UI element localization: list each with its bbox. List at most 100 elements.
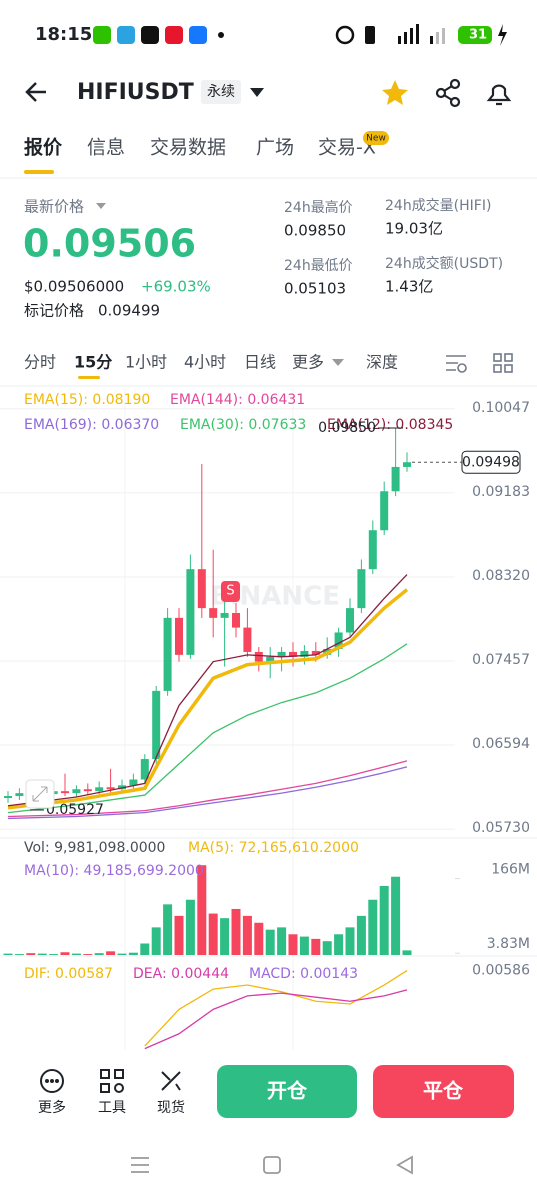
volume-bar xyxy=(254,922,264,955)
tool-label: 工具 xyxy=(98,1100,126,1116)
y-tick-label: 0.10047 xyxy=(472,400,530,416)
ema-legend: EMA(169): 0.06370 xyxy=(24,417,159,433)
macd-line xyxy=(144,969,408,1047)
candle-body xyxy=(15,793,24,797)
symbol[interactable]: HIFIUSDT xyxy=(77,80,194,105)
last-price-box xyxy=(461,450,521,474)
volume-tick-label: 3.83M xyxy=(487,936,530,952)
candle-body xyxy=(209,608,218,618)
label-dropdown[interactable] xyxy=(96,203,106,209)
expand-icon xyxy=(32,786,48,802)
y-tick-label: 0.08320 xyxy=(472,568,530,584)
volume-bar xyxy=(220,918,230,955)
y-tick-label: 0.07457 xyxy=(472,652,530,668)
volume-bar xyxy=(106,951,116,955)
battery-level: 31 xyxy=(469,28,487,43)
candle-body xyxy=(186,569,195,655)
volume-bar xyxy=(231,908,241,955)
volume-bar xyxy=(14,954,24,955)
volume-bar xyxy=(288,934,298,955)
more-dropdown[interactable] xyxy=(332,359,344,366)
interval[interactable]: 日线 xyxy=(244,353,276,372)
stat-label: 24h成交量(HIFI) xyxy=(385,197,491,214)
candle-body xyxy=(266,656,275,662)
high-note: 0.09850 xyxy=(318,420,376,436)
tab[interactable]: 交易-X xyxy=(318,137,376,159)
candle-body xyxy=(346,608,354,633)
candle-body xyxy=(61,791,69,794)
y-tick-label: 0.05730 xyxy=(472,820,530,836)
back-button[interactable] xyxy=(25,82,46,102)
interval[interactable]: 深度 xyxy=(366,353,398,372)
candle-body xyxy=(129,779,138,786)
nav-bar xyxy=(131,1155,413,1175)
volume-bar xyxy=(277,927,287,955)
stat-value: 19.03亿 xyxy=(385,220,443,238)
candle-body xyxy=(4,796,12,798)
status-time: 18:15 xyxy=(35,24,92,45)
candle-body xyxy=(140,759,149,780)
close-label[interactable]: 平仓 xyxy=(423,1079,464,1103)
candle-body xyxy=(232,612,240,628)
tab[interactable]: 信息 xyxy=(87,137,125,159)
ema-legend: EMA(144): 0.06431 xyxy=(170,392,305,408)
volume-bar xyxy=(402,950,412,955)
mark-label: 标记价格 xyxy=(24,302,84,320)
layout-toggle[interactable] xyxy=(493,353,513,373)
macd-legend: MACD: 0.00143 xyxy=(249,966,358,982)
interval[interactable]: 1小时 xyxy=(125,353,167,372)
ema-line xyxy=(7,760,408,818)
volume-bar xyxy=(208,913,218,955)
volume-bar xyxy=(197,865,207,955)
stat-label: 24h最高价 xyxy=(284,199,353,216)
alert[interactable] xyxy=(486,84,512,106)
candle-body xyxy=(175,617,183,655)
tab[interactable]: 报价 xyxy=(24,136,63,159)
candle-body xyxy=(106,787,115,790)
open-button[interactable] xyxy=(217,1065,357,1118)
tab[interactable]: 广场 xyxy=(256,137,294,159)
volume-bar xyxy=(117,953,127,955)
candle-body xyxy=(220,612,229,618)
candle-body xyxy=(95,787,104,792)
candle-body xyxy=(254,651,263,662)
interval[interactable]: 分时 xyxy=(24,353,56,372)
candle-body xyxy=(289,651,297,657)
chart-settings[interactable] xyxy=(446,355,467,373)
close-button[interactable] xyxy=(373,1065,514,1118)
badge-bg xyxy=(201,80,241,104)
volume-bar xyxy=(391,876,401,955)
open-label[interactable]: 开仓 xyxy=(267,1079,308,1103)
stat-label: 24h成交额(USDT) xyxy=(385,255,503,272)
y-tick-label: 0.06594 xyxy=(472,736,530,752)
interval-indicator xyxy=(78,376,100,379)
volume-bar xyxy=(379,885,389,955)
tab[interactable]: 交易数据 xyxy=(150,137,226,159)
volume-bar xyxy=(163,904,173,955)
stat-value: 0.05103 xyxy=(284,280,346,298)
interval[interactable]: 4小时 xyxy=(184,353,226,372)
ema-legend: EMA(30): 0.07633 xyxy=(180,417,306,433)
volume-tick-label: 166M xyxy=(491,862,530,878)
ema-legend: EMA(12): 0.08345 xyxy=(327,417,453,433)
ema-line xyxy=(7,766,408,820)
candle-body xyxy=(334,632,343,650)
volume-bar xyxy=(368,899,378,955)
candle-body xyxy=(368,530,377,570)
volume-bar xyxy=(174,915,184,955)
volume-bar xyxy=(265,929,275,955)
volume-bar xyxy=(49,954,59,955)
candle-body xyxy=(380,491,389,531)
interval[interactable]: 更多 xyxy=(292,353,324,372)
y-tick-label: 0.09183 xyxy=(472,484,530,500)
volume-bar xyxy=(3,953,13,955)
share[interactable] xyxy=(435,78,461,108)
candle-body xyxy=(163,617,172,691)
interval[interactable]: 15分 xyxy=(74,353,112,372)
symbol-dropdown[interactable] xyxy=(250,88,264,97)
volume-legend: Vol: 9,981,098.0000 xyxy=(24,840,165,856)
volume-bar xyxy=(345,927,355,955)
volume-bar xyxy=(311,938,321,955)
last-price-tag: 0.09498 xyxy=(462,454,520,470)
favorite[interactable] xyxy=(382,80,408,105)
